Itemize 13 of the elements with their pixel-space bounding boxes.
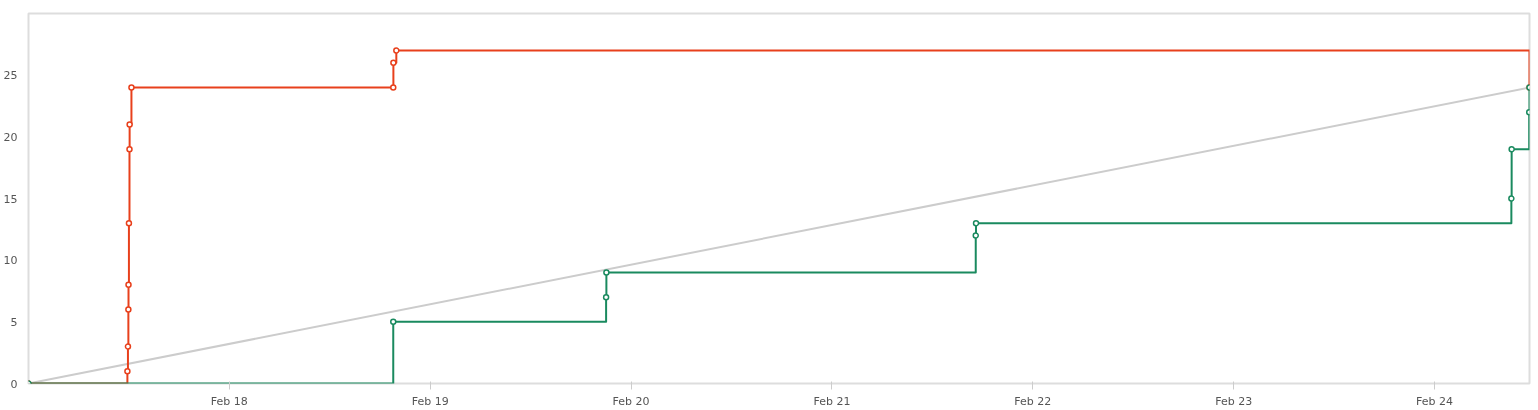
- x-tick-label: Feb 20: [612, 394, 650, 408]
- y-tick-label: 0: [10, 377, 18, 391]
- y-tick-label: 15: [3, 192, 18, 206]
- x-tick-label: Feb 23: [1215, 394, 1253, 408]
- y-tick-label: 5: [10, 315, 18, 329]
- y-tick-label: 25: [3, 69, 18, 83]
- x-tick-label: Feb 24: [1416, 394, 1454, 408]
- x-tick-label: Feb 22: [1014, 394, 1052, 408]
- y-tick-label: 10: [3, 254, 18, 268]
- x-tick-label: Feb 18: [210, 394, 248, 408]
- x-tick-label: Feb 19: [411, 394, 449, 408]
- x-tick-label: Feb 21: [813, 394, 851, 408]
- y-tick-label: 20: [3, 130, 18, 144]
